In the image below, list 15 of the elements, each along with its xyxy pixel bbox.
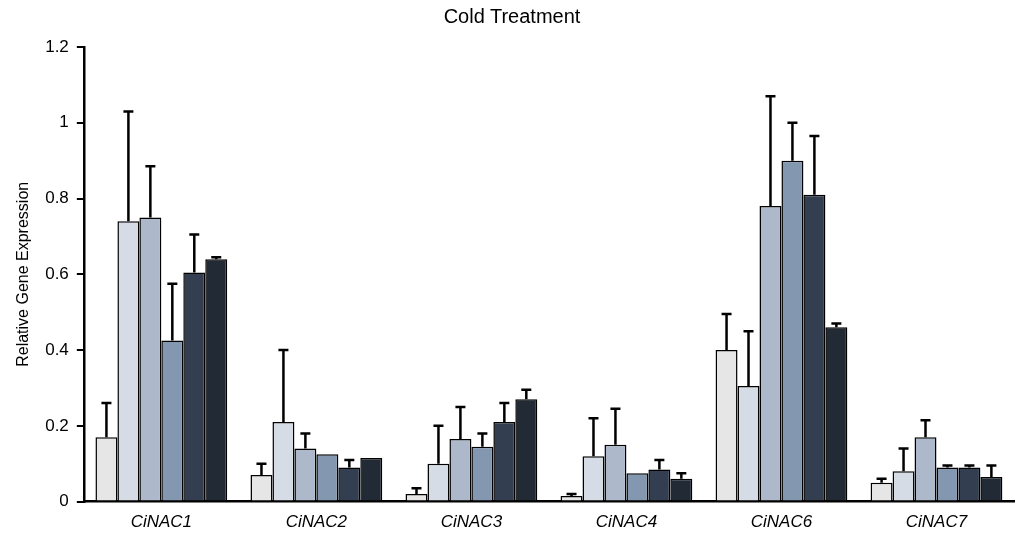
- y-tick-label: 1: [59, 112, 69, 132]
- y-tick-label: 0.8: [45, 188, 69, 208]
- x-tick-label: CiNAC2: [285, 511, 348, 531]
- x-tick-label: CiNAC3: [440, 511, 503, 531]
- x-tick-label: CiNAC1: [130, 511, 193, 531]
- y-tick-label: 0: [59, 491, 69, 511]
- x-tick-label: CiNAC7: [905, 511, 968, 531]
- y-tick-label: 0.4: [45, 339, 69, 359]
- x-tick-label: CiNAC6: [750, 511, 813, 531]
- y-axis-title: Relative Gene Expression: [14, 181, 32, 367]
- x-tick-label: CiNAC4: [595, 511, 658, 531]
- chart-title: Cold Treatment: [443, 4, 581, 27]
- y-tick-label: 0.6: [45, 263, 69, 283]
- y-tick-label: 1.2: [45, 36, 69, 56]
- y-tick-label: 0.2: [45, 415, 69, 435]
